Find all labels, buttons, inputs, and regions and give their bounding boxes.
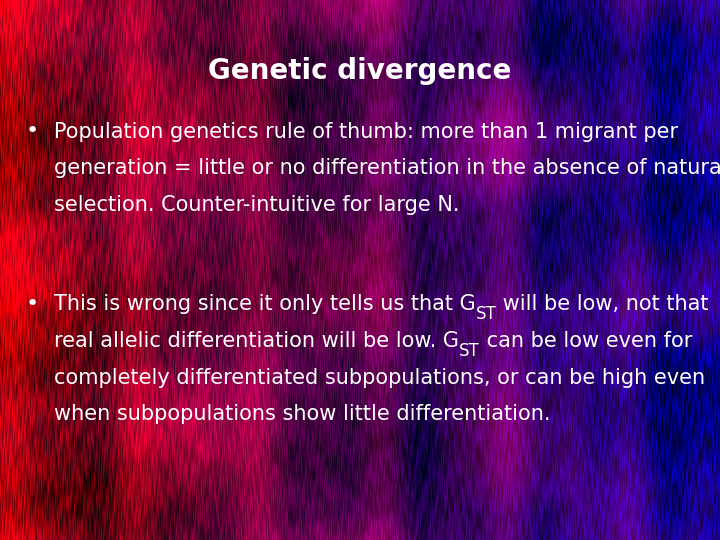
Text: real allelic differentiation will be low. G: real allelic differentiation will be low… bbox=[54, 331, 459, 351]
Text: Genetic divergence: Genetic divergence bbox=[208, 57, 512, 85]
Text: This is wrong since it only tells us that G: This is wrong since it only tells us tha… bbox=[54, 294, 476, 314]
Text: will be low, not that: will be low, not that bbox=[497, 294, 709, 314]
Text: •: • bbox=[25, 122, 38, 141]
Text: ST: ST bbox=[476, 305, 497, 323]
Text: can be low even for: can be low even for bbox=[480, 331, 692, 351]
Text: ST: ST bbox=[459, 342, 480, 360]
Text: when subpopulations show little differentiation.: when subpopulations show little differen… bbox=[54, 404, 551, 424]
Text: •: • bbox=[25, 294, 38, 314]
Text: generation = little or no differentiation in the absence of natural: generation = little or no differentiatio… bbox=[54, 158, 720, 178]
Text: selection. Counter-intuitive for large N.: selection. Counter-intuitive for large N… bbox=[54, 195, 459, 215]
Text: completely differentiated subpopulations, or can be high even: completely differentiated subpopulations… bbox=[54, 368, 705, 388]
Text: Population genetics rule of thumb: more than 1 migrant per: Population genetics rule of thumb: more … bbox=[54, 122, 678, 141]
